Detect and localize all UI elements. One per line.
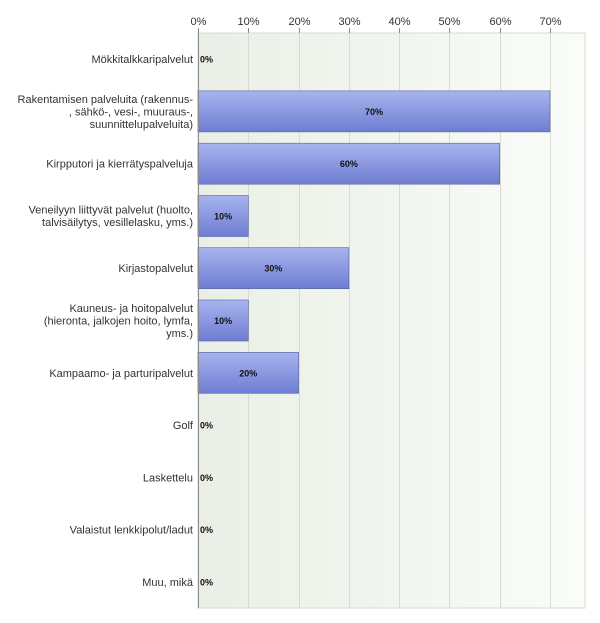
- category-label-line: Kirpputori ja kierrätyspalveluja: [46, 159, 194, 171]
- category-label-line: Muu, mikä: [142, 577, 194, 589]
- x-tick-label: 30%: [338, 16, 360, 28]
- category-label: Mökkitalkkaripalvelut: [92, 54, 193, 66]
- category-label: Kirpputori ja kierrätyspalveluja: [46, 159, 194, 171]
- bar: [197, 195, 249, 237]
- bar-value-label: 0%: [200, 525, 213, 535]
- category-label: Kirjastopalvelut: [118, 263, 193, 275]
- bar-value-label: 60%: [340, 159, 358, 169]
- x-tick-label: 0%: [191, 16, 207, 28]
- x-tick-label: 20%: [288, 16, 310, 28]
- x-tick-label: 50%: [438, 16, 460, 28]
- category-label-line: suunnittelupalveluita): [90, 119, 193, 131]
- category-label-line: talvisäilytys, vesillelasku, yms.): [42, 217, 193, 229]
- category-label-line: Rakentamisen palveluita (rakennus-: [18, 94, 194, 106]
- category-label-line: Veneilyyn liittyvät palvelut (huolto,: [29, 205, 193, 217]
- category-label: Rakentamisen palveluita (rakennus-, sähk…: [18, 94, 194, 131]
- category-labels: Mökkitalkkaripalvelut Rakentamisen palvel…: [18, 54, 194, 589]
- category-label: Golf: [173, 420, 194, 432]
- x-tick-label: 60%: [489, 16, 511, 28]
- bar-value-label: 70%: [365, 107, 383, 117]
- x-tick-label: 10%: [237, 16, 259, 28]
- bar-value-label: 30%: [264, 264, 282, 274]
- x-tick-label: 40%: [388, 16, 410, 28]
- category-label-line: Valaistut lenkkipolut/ladut: [70, 525, 193, 537]
- bar: [197, 351, 299, 394]
- category-label: Kampaamo- ja parturipalvelut: [49, 368, 193, 380]
- category-label-line: Kauneus- ja hoitopalvelut: [69, 303, 193, 315]
- category-label-line: Mökkitalkkaripalvelut: [92, 54, 193, 66]
- category-label: Laskettelu: [143, 472, 193, 484]
- bar-value-label: 10%: [214, 212, 232, 222]
- bar-value-label: 0%: [200, 421, 213, 431]
- category-label-line: Laskettelu: [143, 472, 193, 484]
- category-label-line: Kampaamo- ja parturipalvelut: [49, 368, 193, 380]
- bar: [197, 142, 501, 185]
- bar-value-label: 10%: [214, 316, 232, 326]
- bar-value-label: 0%: [200, 473, 213, 483]
- category-label-line: yms.): [166, 328, 193, 340]
- category-label: Veneilyyn liittyvät palvelut (huolto, tal…: [29, 205, 193, 230]
- bar: [197, 247, 350, 289]
- x-axis-ticks: 0% 10% 20% 30% 40% 50% 60% 70%: [191, 16, 562, 33]
- bar: [197, 299, 249, 342]
- category-label: Muu, mikä: [142, 577, 194, 589]
- category-label-line: (hieronta, jalkojen hoito, lymfa,: [44, 316, 193, 328]
- category-label-line: Golf: [173, 420, 194, 432]
- category-label-line: , sähkö-, vesi-, muuraus-,: [69, 106, 193, 118]
- category-label: Kauneus- ja hoitopalvelut (hieronta, jalk…: [44, 303, 193, 340]
- category-label: Valaistut lenkkipolut/ladut: [70, 525, 193, 537]
- category-label-line: Kirjastopalvelut: [118, 263, 193, 275]
- bar-value-label: 20%: [239, 368, 257, 378]
- x-tick-label: 70%: [539, 16, 561, 28]
- bar-value-label: 0%: [200, 55, 213, 65]
- bar-value-label: 0%: [200, 577, 213, 587]
